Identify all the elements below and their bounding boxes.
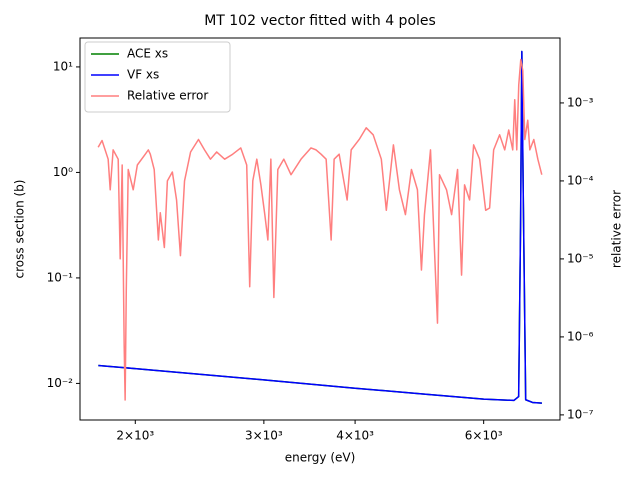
series-line bbox=[97, 58, 543, 401]
legend-box bbox=[84, 41, 231, 113]
legend-label: ACE xs bbox=[127, 47, 168, 61]
y2-tick-label: 10⁻³ bbox=[567, 95, 594, 109]
y-tick-label: 10¹ bbox=[53, 59, 73, 73]
y-tick-label: 10⁰ bbox=[53, 165, 73, 179]
x-tick-label: 2×10³ bbox=[116, 429, 154, 443]
x-tick-label: 4×10³ bbox=[336, 429, 374, 443]
y2-tick-label: 10⁻⁶ bbox=[567, 329, 594, 343]
y2-tick-label: 10⁻⁷ bbox=[567, 407, 594, 421]
y-axis-label: cross section (b) bbox=[13, 180, 27, 279]
series-line bbox=[98, 50, 542, 404]
y2-tick-label: 10⁻⁵ bbox=[567, 251, 594, 265]
legend-label: Relative error bbox=[127, 89, 208, 103]
legend-label: VF xs bbox=[127, 68, 159, 82]
x-tick-label: 3×10³ bbox=[245, 429, 283, 443]
y-tick-label: 10⁻¹ bbox=[47, 270, 74, 284]
axes-frame bbox=[79, 37, 561, 421]
x-axis-label: energy (eV) bbox=[285, 451, 356, 465]
y2-axis-label: relative error bbox=[610, 190, 624, 268]
x-tick-label: 6×10³ bbox=[465, 429, 503, 443]
y-tick-label: 10⁻² bbox=[47, 376, 74, 390]
y2-tick-label: 10⁻⁴ bbox=[567, 173, 594, 187]
chart-title: MT 102 vector fitted with 4 poles bbox=[204, 13, 436, 29]
